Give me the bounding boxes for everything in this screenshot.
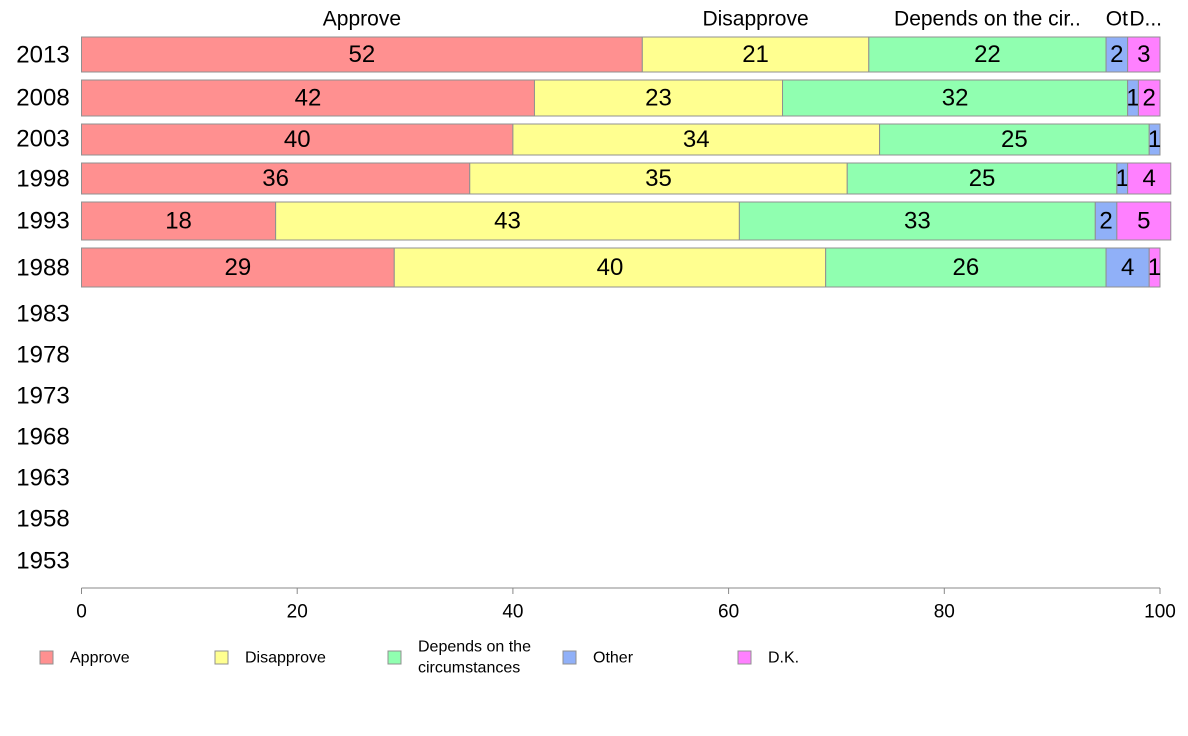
data-label-1988-3: 4	[1121, 254, 1134, 281]
x-tick-label-60: 60	[718, 602, 739, 623]
year-label-2008: 2008	[16, 85, 69, 112]
x-tick-label-20: 20	[287, 602, 308, 623]
data-label-1993-2: 33	[904, 208, 931, 235]
legend-label-2-1: circumstances	[418, 660, 520, 677]
bar-segment-1988-1	[393, 247, 827, 288]
data-label-1998-2: 25	[969, 165, 996, 192]
year-label-1993: 1993	[16, 208, 69, 235]
data-label-2003-0: 40	[284, 126, 311, 153]
data-label-1988-2: 26	[953, 254, 980, 281]
data-label-1988-4: 1	[1148, 254, 1161, 281]
data-label-1998-4: 4	[1143, 165, 1156, 192]
series-top-label-2: Depends on the cir..	[894, 8, 1081, 31]
bar-segment-1998-1	[469, 162, 848, 195]
bar-segment-2008-1	[533, 79, 784, 117]
bar-segment-1993-2	[738, 201, 1096, 241]
data-label-2013-0: 52	[349, 41, 376, 68]
data-label-1993-4: 5	[1137, 208, 1150, 235]
year-label-1998: 1998	[16, 166, 69, 193]
data-label-2013-2: 22	[974, 41, 1001, 68]
data-label-2003-1: 34	[683, 126, 710, 153]
data-label-1998-0: 36	[262, 165, 289, 192]
bar-segment-2013-2	[868, 36, 1107, 73]
year-label-1983: 1983	[16, 301, 69, 328]
bar-segment-1993-1	[275, 201, 740, 241]
series-top-label-3: Ot	[1106, 8, 1128, 31]
data-label-2013-4: 3	[1137, 41, 1150, 68]
data-label-2008-2: 32	[942, 85, 969, 112]
bar-segment-1988-4	[1148, 247, 1161, 288]
data-label-1998-3: 1	[1116, 165, 1129, 192]
legend-swatch-2	[387, 650, 402, 665]
year-label-1963: 1963	[16, 465, 69, 492]
data-label-2008-1: 23	[645, 85, 672, 112]
data-label-2013-1: 21	[742, 41, 769, 68]
year-label-1958: 1958	[16, 506, 69, 533]
year-label-2013: 2013	[16, 42, 69, 69]
bar-segment-2013-4	[1127, 36, 1161, 73]
year-label-1973: 1973	[16, 383, 69, 410]
data-label-2003-2: 25	[1001, 126, 1028, 153]
legend-swatch-1	[214, 650, 229, 665]
legend-label-1-0: Disapprove	[245, 650, 326, 667]
x-tick-label-0: 0	[76, 602, 87, 623]
year-label-1988: 1988	[16, 255, 69, 282]
series-top-label-1: Disapprove	[702, 8, 808, 31]
series-top-label-0: Approve	[323, 8, 401, 31]
x-tick-label-100: 100	[1144, 602, 1176, 623]
year-label-1953: 1953	[16, 548, 69, 575]
bar-segment-1993-0	[81, 201, 277, 241]
legend-label-2-0: Depends on the	[418, 639, 531, 656]
bar-segment-1993-4	[1116, 201, 1172, 241]
series-top-label-4: D...	[1129, 8, 1162, 31]
bar-segment-1998-4	[1127, 162, 1172, 195]
year-label-2003: 2003	[16, 126, 69, 153]
year-label-1978: 1978	[16, 342, 69, 369]
bar-segment-2003-3	[1148, 123, 1161, 156]
data-label-2008-3: 1	[1126, 85, 1139, 112]
x-tick-label-40: 40	[502, 602, 523, 623]
legend-label-3-0: Other	[593, 650, 634, 667]
bar-segment-1988-2	[825, 247, 1107, 288]
data-label-2008-0: 42	[295, 85, 322, 112]
legend-label-4-0: D.K.	[768, 650, 799, 667]
bar-segment-2008-2	[782, 79, 1129, 117]
data-label-1993-3: 2	[1099, 208, 1112, 235]
bar-segment-2008-4	[1137, 79, 1161, 117]
legend-swatch-4	[737, 650, 752, 665]
legend-swatch-0	[39, 650, 54, 665]
data-label-1988-0: 29	[225, 254, 252, 281]
data-label-1993-1: 43	[494, 208, 521, 235]
data-label-1998-1: 35	[645, 165, 672, 192]
bar-segment-2013-1	[641, 36, 870, 73]
data-label-1993-0: 18	[165, 208, 192, 235]
bar-segment-2003-0	[81, 123, 514, 156]
legend-label-0-0: Approve	[70, 650, 130, 667]
bar-segment-2013-0	[81, 36, 643, 73]
year-label-1968: 1968	[16, 424, 69, 451]
x-tick-label-80: 80	[934, 602, 955, 623]
data-label-2013-3: 2	[1110, 41, 1123, 68]
data-label-2003-3: 1	[1148, 126, 1161, 153]
data-label-1988-1: 40	[597, 254, 624, 281]
bar-segment-2008-0	[81, 79, 535, 117]
bar-segment-2003-2	[879, 123, 1150, 156]
data-label-2008-4: 2	[1143, 85, 1156, 112]
legend-swatch-3	[562, 650, 577, 665]
